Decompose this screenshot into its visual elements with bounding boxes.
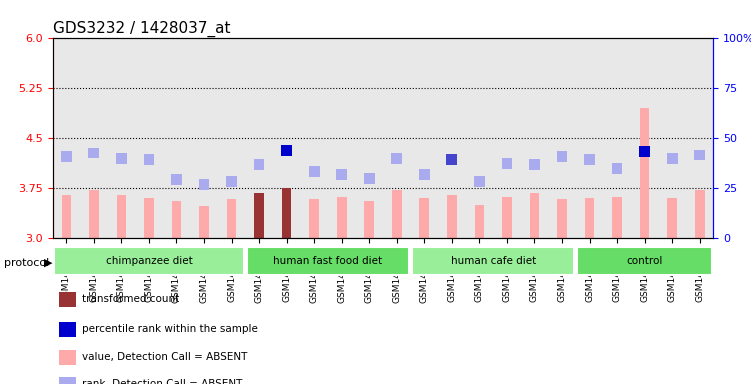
Bar xyxy=(392,190,402,238)
Point xyxy=(225,179,237,185)
Bar xyxy=(255,193,264,238)
Text: protocol: protocol xyxy=(4,258,49,268)
Point xyxy=(253,162,265,168)
Bar xyxy=(227,199,237,238)
Point xyxy=(446,156,458,162)
Bar xyxy=(420,198,429,238)
Text: ▶: ▶ xyxy=(44,258,52,268)
Bar xyxy=(447,195,457,238)
Bar xyxy=(309,199,319,238)
Point xyxy=(308,169,320,175)
Bar xyxy=(640,108,650,238)
Bar xyxy=(282,188,291,238)
Point xyxy=(529,162,541,168)
Bar xyxy=(172,202,181,238)
Bar xyxy=(668,198,677,238)
Text: GDS3232 / 1428037_at: GDS3232 / 1428037_at xyxy=(53,21,230,37)
Bar xyxy=(337,197,346,238)
Point xyxy=(556,154,568,160)
Text: human cafe diet: human cafe diet xyxy=(451,256,535,266)
Point xyxy=(694,152,706,158)
Point xyxy=(418,172,430,178)
FancyBboxPatch shape xyxy=(578,247,712,275)
Text: percentile rank within the sample: percentile rank within the sample xyxy=(83,324,258,334)
Point xyxy=(584,156,596,162)
Bar xyxy=(59,377,76,384)
Bar xyxy=(557,199,567,238)
Point xyxy=(170,176,182,182)
Point xyxy=(638,149,650,155)
Point xyxy=(281,147,293,153)
Bar xyxy=(695,190,704,238)
Point xyxy=(666,155,678,161)
Text: transformed count: transformed count xyxy=(83,294,179,304)
Text: human fast food diet: human fast food diet xyxy=(273,256,382,266)
Point xyxy=(116,155,128,161)
Bar xyxy=(59,292,76,307)
Point xyxy=(198,182,210,188)
Bar xyxy=(529,193,539,238)
Point xyxy=(60,154,72,160)
Bar xyxy=(59,322,76,337)
Point xyxy=(611,165,623,171)
Bar xyxy=(62,195,71,238)
Bar xyxy=(59,350,76,365)
Bar xyxy=(364,201,374,238)
Bar xyxy=(199,206,209,238)
Point xyxy=(501,161,513,167)
FancyBboxPatch shape xyxy=(412,247,575,275)
Bar xyxy=(89,190,98,238)
Point xyxy=(143,156,155,162)
Text: value, Detection Call = ABSENT: value, Detection Call = ABSENT xyxy=(83,352,248,362)
Point xyxy=(336,172,348,178)
Bar xyxy=(475,205,484,238)
Text: rank, Detection Call = ABSENT: rank, Detection Call = ABSENT xyxy=(83,379,243,384)
Point xyxy=(363,175,376,181)
FancyBboxPatch shape xyxy=(54,247,244,275)
Bar xyxy=(612,197,622,238)
Text: control: control xyxy=(626,256,663,266)
Bar xyxy=(116,195,126,238)
Bar xyxy=(502,197,511,238)
Text: chimpanzee diet: chimpanzee diet xyxy=(106,256,192,266)
Point xyxy=(391,155,403,161)
FancyBboxPatch shape xyxy=(246,247,409,275)
Bar xyxy=(585,198,594,238)
Point xyxy=(88,150,100,156)
Point xyxy=(473,179,485,185)
Bar xyxy=(144,198,154,238)
